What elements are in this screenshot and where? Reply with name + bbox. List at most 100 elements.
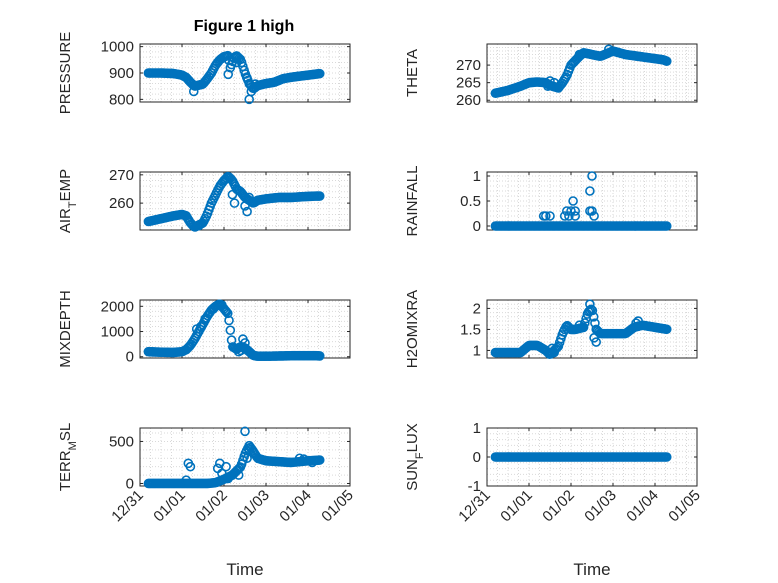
x-tick-label: 01/04 <box>276 487 315 526</box>
panel-mixdepth: 0 1000 2000 MIXDEPTH <box>57 290 351 368</box>
data-point <box>547 343 557 354</box>
y-tick-label: 0 <box>126 349 134 366</box>
data-point <box>549 77 560 88</box>
x-tick-label: 01/01 <box>150 487 189 526</box>
data-point <box>591 337 602 347</box>
panel-air-temp: 260 270 AIRTEMP <box>57 167 351 233</box>
data-point <box>221 461 231 472</box>
data-point <box>559 211 570 221</box>
data-point <box>570 211 581 221</box>
figure-title: Figure 1 high <box>194 18 294 35</box>
data-point <box>240 426 250 437</box>
x-tick-label: 01/05 <box>318 487 357 526</box>
y-axis-label: MIXDEPTH <box>57 290 74 368</box>
data-point <box>589 211 599 221</box>
y-tick-label: -1 <box>468 478 481 495</box>
x-tick-label: 01/01 <box>497 487 536 526</box>
data-point <box>233 470 244 480</box>
y-axis-label: SUNFLUX <box>404 423 426 491</box>
y-axis-label: PRESSURE <box>57 32 74 115</box>
data-point <box>208 304 219 314</box>
data-point <box>242 453 252 464</box>
y-tick-label: 1000 <box>101 39 134 56</box>
data-point <box>585 186 595 196</box>
y-tick-label: 0 <box>473 218 481 235</box>
data-point <box>242 206 252 217</box>
data-point <box>631 318 641 328</box>
data-point <box>564 211 574 221</box>
data-point <box>229 198 240 208</box>
data-point <box>603 44 614 55</box>
y-tick-label: 265 <box>456 75 481 92</box>
y-tick-label: 2000 <box>101 298 134 315</box>
data-point <box>633 316 644 326</box>
panel-h2omixra: 1 1.5 2 H2OMIXRA <box>404 290 698 368</box>
data-point <box>244 445 254 455</box>
y-tick-label: 1.5 <box>460 321 481 338</box>
y-tick-label: 1 <box>473 168 481 185</box>
x-tick-label: 01/03 <box>234 487 273 526</box>
data-point <box>221 306 231 317</box>
y-axis-label: THETA <box>404 49 421 97</box>
data-point <box>223 473 233 484</box>
y-axis-label: TERRMSL <box>57 423 79 491</box>
data-point <box>307 457 318 468</box>
data-point <box>217 468 227 479</box>
data-point <box>574 49 585 60</box>
data-point <box>231 57 242 68</box>
data-point <box>181 475 191 485</box>
y-tick-label: 1 <box>473 342 481 359</box>
axes-frame <box>139 171 351 231</box>
data-point <box>224 315 234 326</box>
data-point <box>236 345 246 356</box>
y-axis-label: RAINFALL <box>404 166 421 237</box>
data-point <box>244 192 254 203</box>
data-point <box>574 320 585 331</box>
y-tick-label: 270 <box>109 167 134 184</box>
y-tick-label: 800 <box>109 91 134 108</box>
data-point <box>225 325 236 336</box>
y-tick-label: 500 <box>109 433 134 450</box>
data-point <box>570 206 581 216</box>
data-point <box>661 324 672 335</box>
data-point <box>246 86 257 97</box>
y-tick-label: 2 <box>473 300 481 317</box>
data-point <box>188 86 199 97</box>
data-point <box>545 211 555 221</box>
y-tick-label: 1 <box>473 420 481 437</box>
x-tick-label: 01/05 <box>665 487 704 526</box>
data-point <box>585 299 595 310</box>
data-point <box>242 73 252 84</box>
y-tick-label: 900 <box>109 65 134 82</box>
data-point <box>314 351 325 361</box>
data-point <box>240 338 250 348</box>
y-axis-label: AIRTEMP <box>57 169 79 233</box>
data-point <box>314 191 325 201</box>
data-point <box>587 171 597 181</box>
data-point <box>661 221 672 231</box>
axes-frame <box>139 299 351 359</box>
data-point <box>568 196 578 206</box>
panel-rainfall: 0 0.5 1 RAINFALL <box>404 166 698 237</box>
data-point <box>185 461 196 472</box>
data-point <box>588 312 599 322</box>
y-tick-label: 1000 <box>101 324 134 341</box>
data-point <box>298 454 309 464</box>
y-tick-label: 270 <box>456 57 481 74</box>
data-point <box>587 206 597 216</box>
data-point <box>223 69 233 80</box>
panel-terr-msl: 0 500 12/31 01/01 01/02 01/03 01/04 01/05 TERRMS… <box>57 423 357 579</box>
data-point <box>580 318 590 328</box>
data-point <box>194 220 204 231</box>
axes-frame <box>486 43 698 103</box>
data-point <box>200 314 210 324</box>
x-tick-label: 01/02 <box>539 487 578 526</box>
data-point <box>294 453 305 464</box>
data-point <box>240 201 250 211</box>
y-tick-label: 0.5 <box>460 193 481 210</box>
panel-pressure: 800 900 1000 PRESSURE <box>57 32 351 115</box>
data-point <box>661 56 672 67</box>
data-point <box>540 211 551 221</box>
